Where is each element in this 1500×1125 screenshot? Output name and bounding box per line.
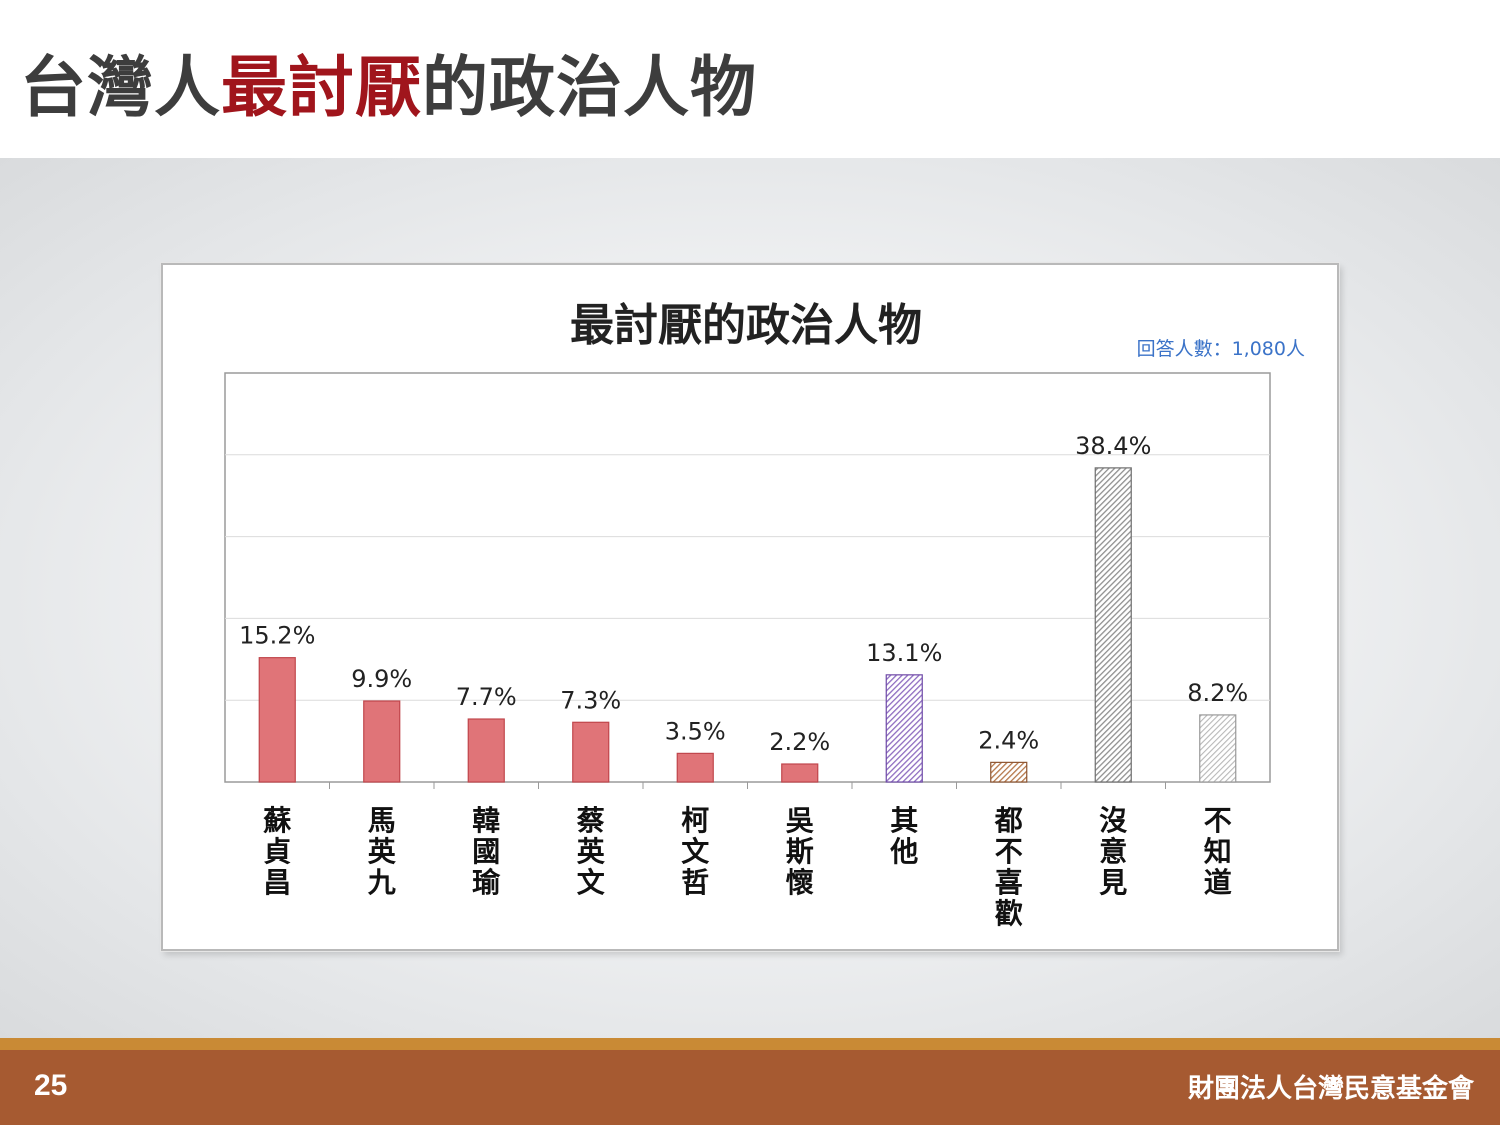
category-label-6: 吳斯懷 — [786, 804, 815, 899]
data-label-1: 15.2% — [239, 622, 315, 650]
data-label-7: 13.1% — [866, 639, 942, 667]
data-label-5: 3.5% — [665, 717, 726, 745]
data-label-9: 38.4% — [1075, 432, 1151, 460]
respondent-count-note: 回答人數：1,080人 — [1137, 338, 1305, 360]
category-label-10: 不知道 — [1204, 804, 1232, 899]
bar-5 — [676, 752, 714, 783]
bar-10 — [1199, 714, 1237, 783]
bar-6 — [781, 763, 819, 783]
bar-3 — [467, 718, 505, 783]
bar-8 — [990, 761, 1028, 783]
bar-chart: 最討厭的政治人物 回答人數：1,080人 15.2% 蘇貞昌 9.9% 馬英九 7.7%… — [224, 300, 1305, 930]
category-label-1: 蘇貞昌 — [263, 804, 291, 899]
plot-area: 15.2% 蘇貞昌 9.9% 馬英九 7.7% 韓國瑜 7.3% 蔡英文 3.5% 柯文哲 2.2%… — [224, 372, 1271, 930]
page-number: 25 — [34, 1069, 68, 1102]
data-label-8: 2.4% — [978, 726, 1039, 754]
bar-9 — [1094, 467, 1132, 783]
chart-title: 最討厭的政治人物 — [570, 300, 922, 351]
category-label-9: 沒意見 — [1099, 804, 1127, 899]
organization-name: 財團法人台灣民意基金會 — [1187, 1074, 1474, 1104]
bar-7 — [885, 674, 923, 783]
title-emphasis: 最討厭 — [221, 49, 422, 126]
data-label-3: 7.7% — [456, 683, 517, 711]
slide-title: 台灣人最討厭的政治人物 — [20, 34, 757, 130]
title-part1: 台灣人 — [20, 49, 221, 126]
bar-1 — [258, 657, 296, 783]
data-label-10: 8.2% — [1187, 679, 1248, 707]
data-label-2: 9.9% — [351, 665, 412, 693]
title-part2: 的政治人物 — [422, 49, 757, 126]
category-label-4: 蔡英文 — [577, 804, 606, 899]
category-label-2: 馬英九 — [368, 804, 397, 899]
category-label-3: 韓國瑜 — [472, 804, 501, 899]
bar-4 — [572, 721, 610, 783]
category-label-8: 都不喜歡 — [994, 804, 1023, 930]
data-label-6: 2.2% — [769, 728, 830, 756]
chart-frame: 最討厭的政治人物 回答人數：1,080人 15.2% 蘇貞昌 9.9% 馬英九 7.7%… — [161, 263, 1339, 951]
data-label-4: 7.3% — [560, 686, 621, 714]
category-label-5: 柯文哲 — [681, 804, 709, 899]
category-label-7: 其他 — [889, 804, 918, 868]
footer-bar — [0, 1038, 1500, 1125]
bar-2 — [363, 700, 401, 783]
